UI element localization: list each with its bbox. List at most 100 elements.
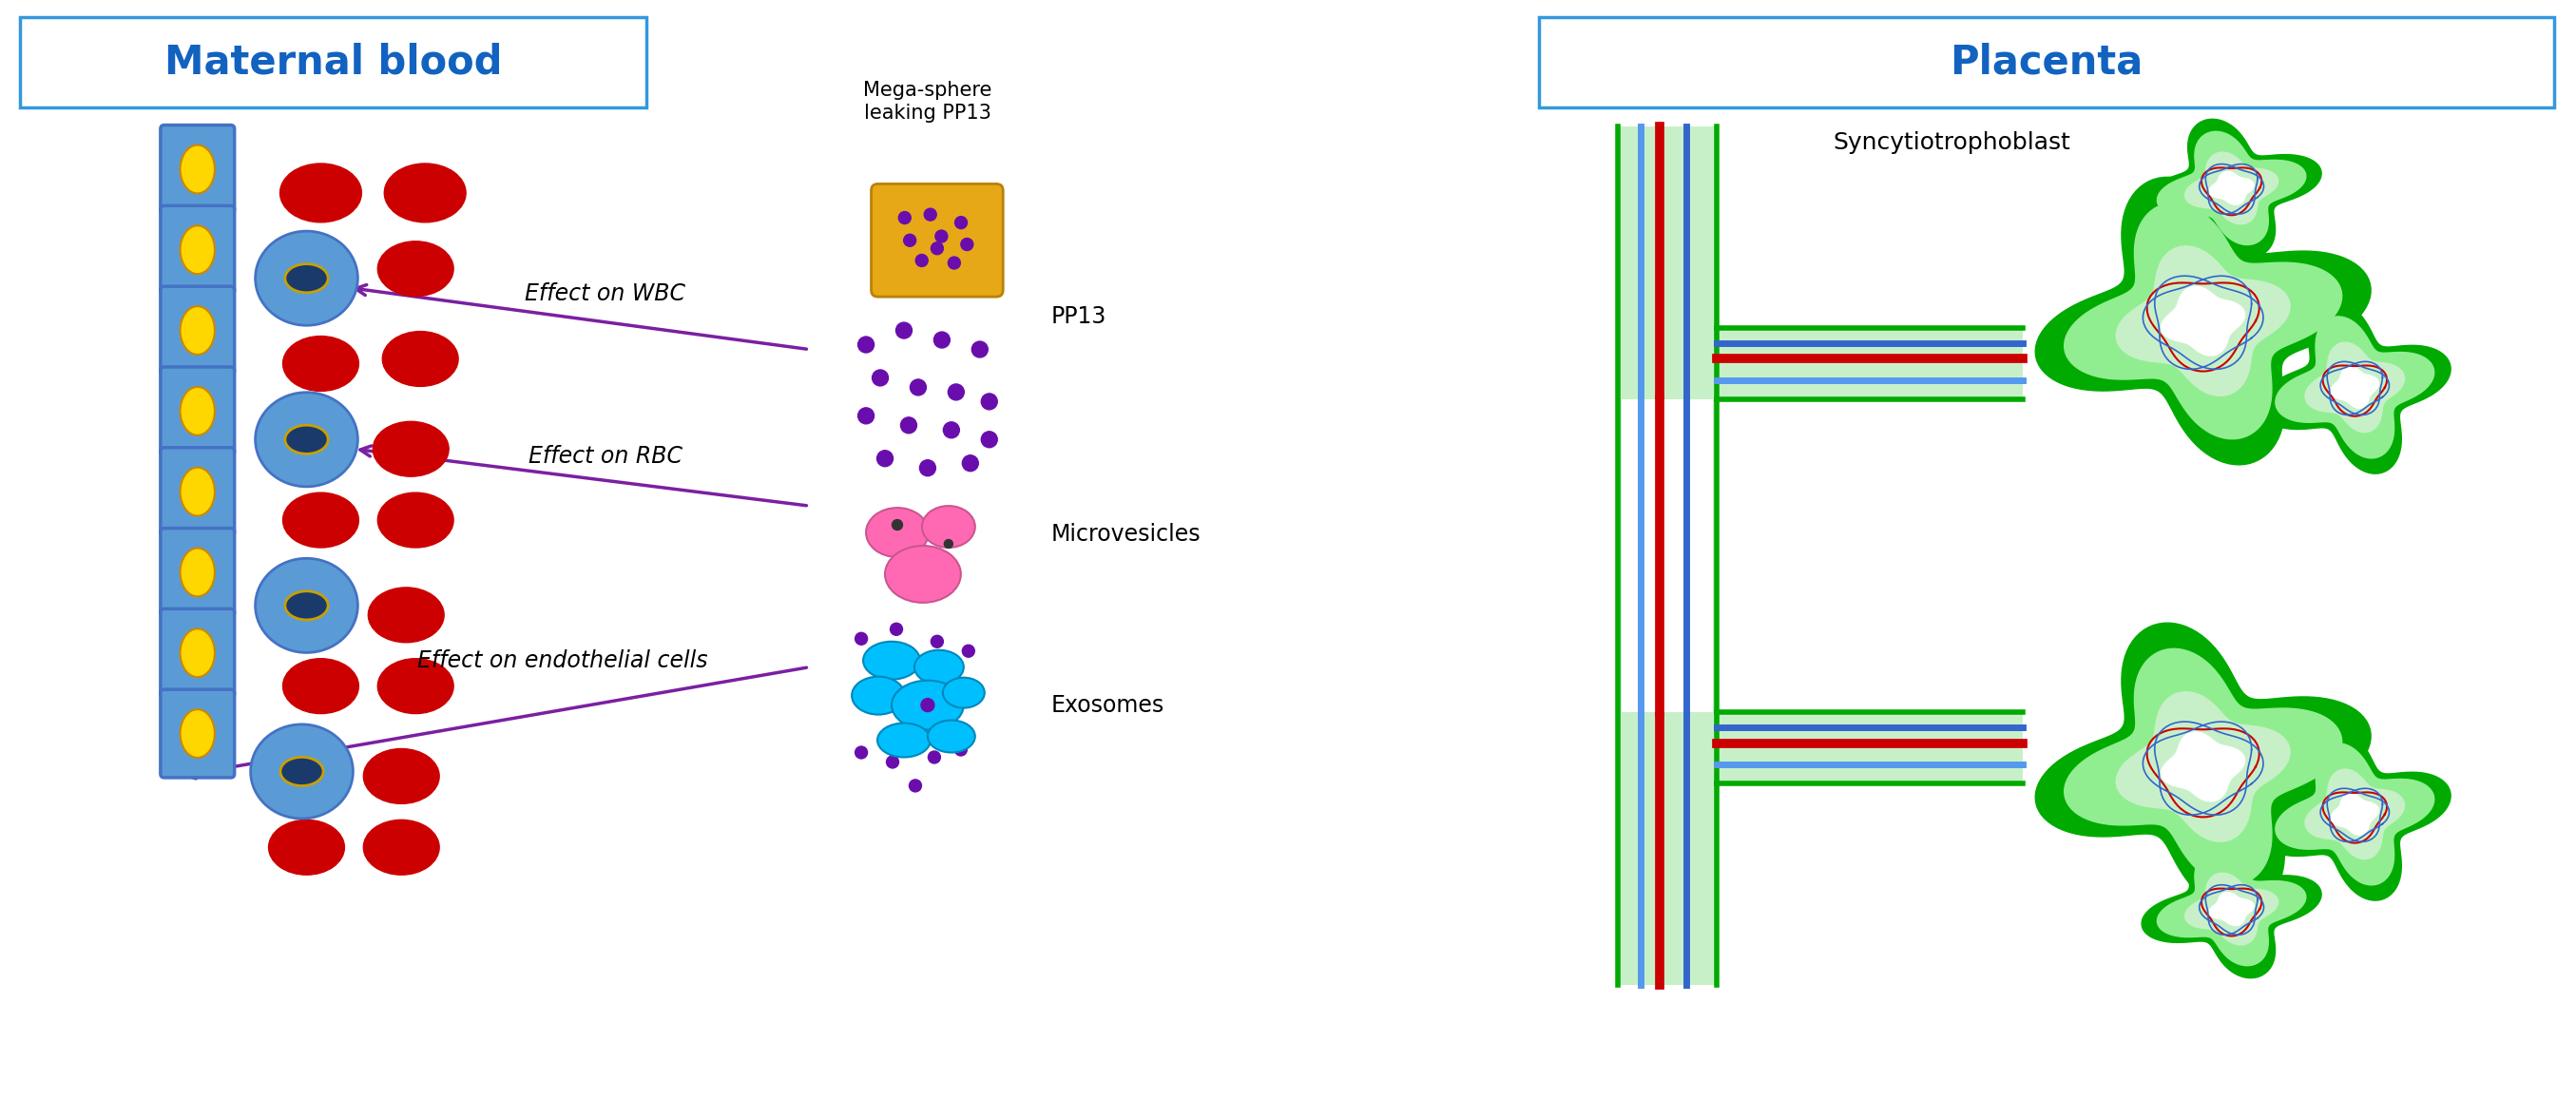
Circle shape bbox=[873, 370, 889, 386]
Ellipse shape bbox=[283, 337, 358, 392]
Polygon shape bbox=[2184, 873, 2277, 945]
Circle shape bbox=[945, 540, 953, 548]
Ellipse shape bbox=[180, 629, 214, 678]
Polygon shape bbox=[2306, 769, 2403, 859]
Ellipse shape bbox=[379, 493, 453, 548]
Text: Syncytiotrophoblast: Syncytiotrophoblast bbox=[1834, 131, 2071, 154]
Polygon shape bbox=[2161, 286, 2244, 355]
FancyBboxPatch shape bbox=[21, 18, 647, 108]
Circle shape bbox=[930, 242, 943, 254]
Polygon shape bbox=[2306, 342, 2403, 432]
FancyBboxPatch shape bbox=[1540, 18, 2553, 108]
Ellipse shape bbox=[379, 241, 453, 296]
Circle shape bbox=[956, 217, 966, 229]
Ellipse shape bbox=[255, 231, 358, 326]
Circle shape bbox=[855, 746, 868, 759]
Circle shape bbox=[855, 632, 868, 645]
Ellipse shape bbox=[363, 820, 440, 874]
Text: Mega-sphere
leaking PP13: Mega-sphere leaking PP13 bbox=[863, 81, 992, 122]
Ellipse shape bbox=[180, 145, 214, 194]
Polygon shape bbox=[2035, 623, 2370, 911]
Ellipse shape bbox=[853, 676, 904, 715]
Polygon shape bbox=[2156, 132, 2306, 245]
Polygon shape bbox=[2156, 852, 2306, 966]
Ellipse shape bbox=[878, 723, 930, 757]
Ellipse shape bbox=[250, 724, 353, 818]
Ellipse shape bbox=[943, 678, 984, 708]
Circle shape bbox=[925, 208, 938, 221]
Circle shape bbox=[943, 422, 958, 438]
Text: Effect on RBC: Effect on RBC bbox=[528, 446, 683, 468]
Circle shape bbox=[902, 417, 917, 433]
Ellipse shape bbox=[927, 720, 976, 752]
Circle shape bbox=[920, 460, 935, 476]
Polygon shape bbox=[2117, 692, 2290, 842]
Circle shape bbox=[876, 450, 894, 466]
Circle shape bbox=[858, 408, 873, 424]
Circle shape bbox=[956, 744, 966, 756]
FancyBboxPatch shape bbox=[160, 690, 234, 778]
Circle shape bbox=[971, 341, 987, 358]
Circle shape bbox=[886, 756, 899, 768]
Ellipse shape bbox=[914, 650, 963, 684]
Ellipse shape bbox=[283, 493, 358, 548]
FancyBboxPatch shape bbox=[160, 206, 234, 294]
Ellipse shape bbox=[268, 820, 345, 874]
Circle shape bbox=[930, 636, 943, 648]
Polygon shape bbox=[2035, 177, 2370, 465]
Text: Microvesicles: Microvesicles bbox=[1051, 522, 1200, 546]
Ellipse shape bbox=[922, 506, 976, 548]
Polygon shape bbox=[2275, 317, 2434, 459]
Circle shape bbox=[948, 384, 963, 400]
Ellipse shape bbox=[180, 306, 214, 354]
Circle shape bbox=[927, 751, 940, 763]
Circle shape bbox=[981, 394, 997, 409]
Circle shape bbox=[935, 332, 951, 348]
Circle shape bbox=[963, 455, 979, 471]
Polygon shape bbox=[2259, 728, 2450, 901]
Polygon shape bbox=[2141, 119, 2321, 257]
Text: Effect on endothelial cells: Effect on endothelial cells bbox=[417, 649, 708, 672]
Text: Placenta: Placenta bbox=[1950, 43, 2143, 82]
FancyBboxPatch shape bbox=[160, 286, 234, 374]
FancyBboxPatch shape bbox=[160, 367, 234, 455]
Circle shape bbox=[963, 645, 974, 657]
Circle shape bbox=[909, 379, 927, 395]
Ellipse shape bbox=[384, 164, 466, 222]
Ellipse shape bbox=[374, 421, 448, 476]
Polygon shape bbox=[2063, 649, 2342, 884]
Ellipse shape bbox=[886, 546, 961, 603]
Circle shape bbox=[961, 239, 974, 251]
Circle shape bbox=[891, 623, 902, 636]
Ellipse shape bbox=[281, 757, 325, 785]
Ellipse shape bbox=[863, 641, 920, 680]
Circle shape bbox=[981, 431, 997, 448]
FancyBboxPatch shape bbox=[160, 608, 234, 697]
Ellipse shape bbox=[368, 587, 443, 642]
Circle shape bbox=[891, 519, 902, 530]
Text: Exosomes: Exosomes bbox=[1051, 694, 1164, 716]
Ellipse shape bbox=[180, 387, 214, 436]
Polygon shape bbox=[2275, 744, 2434, 886]
Circle shape bbox=[922, 698, 935, 712]
Ellipse shape bbox=[180, 548, 214, 596]
Polygon shape bbox=[2141, 840, 2321, 978]
Ellipse shape bbox=[381, 331, 459, 386]
Polygon shape bbox=[2063, 202, 2342, 439]
Ellipse shape bbox=[286, 426, 327, 454]
FancyBboxPatch shape bbox=[160, 528, 234, 616]
Circle shape bbox=[909, 780, 922, 792]
FancyBboxPatch shape bbox=[160, 448, 234, 536]
Polygon shape bbox=[2259, 301, 2450, 474]
Ellipse shape bbox=[255, 393, 358, 486]
Ellipse shape bbox=[891, 681, 963, 729]
Ellipse shape bbox=[379, 659, 453, 714]
Text: Effect on WBC: Effect on WBC bbox=[526, 282, 685, 305]
Ellipse shape bbox=[255, 559, 358, 652]
Polygon shape bbox=[2210, 892, 2254, 925]
Ellipse shape bbox=[180, 467, 214, 516]
FancyBboxPatch shape bbox=[160, 125, 234, 213]
Polygon shape bbox=[2331, 366, 2378, 408]
Text: Maternal blood: Maternal blood bbox=[165, 43, 502, 82]
FancyBboxPatch shape bbox=[871, 184, 1002, 297]
